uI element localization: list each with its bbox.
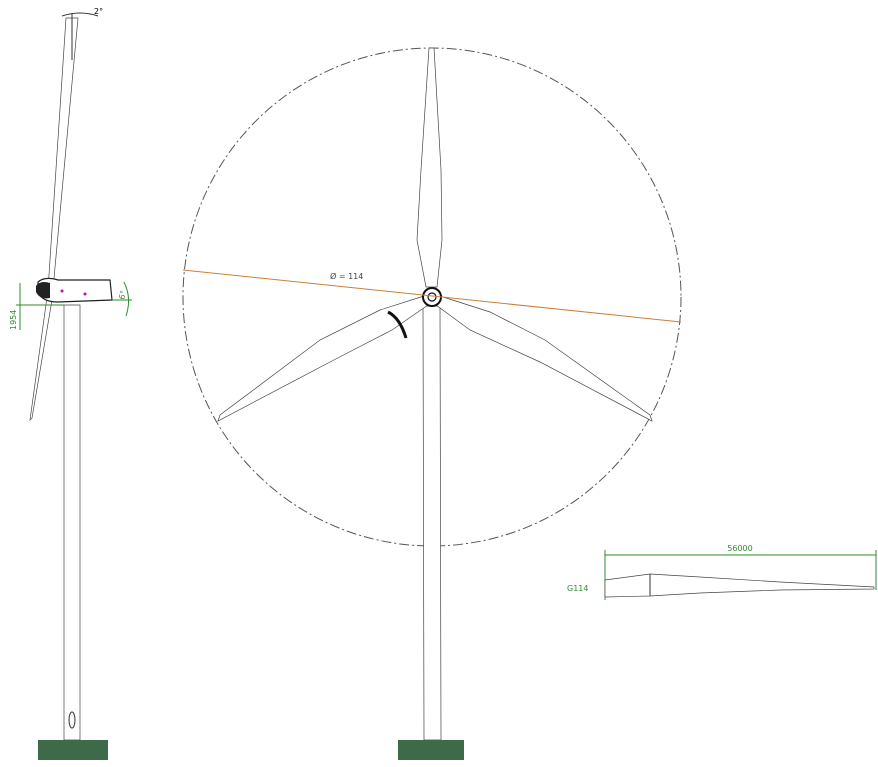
tilt-label: 2° <box>94 7 103 16</box>
blade-right <box>436 296 652 421</box>
spinner <box>36 282 50 298</box>
tower-side <box>64 305 80 740</box>
nacelle-detail <box>61 290 64 293</box>
front-view: Ø = 114 <box>183 48 681 760</box>
diameter-label: Ø = 114 <box>330 271 363 281</box>
foundation-side <box>38 740 108 760</box>
cone-label: 6° <box>117 289 128 300</box>
side-view: 2° 1954 6° <box>9 7 132 760</box>
blade-length-label: 56000 <box>727 544 752 553</box>
foundation-front <box>398 740 464 760</box>
blade-left <box>218 296 428 421</box>
nacelle-detail <box>84 293 87 296</box>
model-label: G114 <box>567 584 588 593</box>
hub-offset-label: 1954 <box>9 310 18 330</box>
blade-view: 56000 G114 <box>567 544 876 600</box>
blade-up <box>417 48 442 287</box>
blade-plan <box>605 574 874 597</box>
drawing: 2° 1954 6° Ø = 114 56000 G114 <box>0 0 878 767</box>
angle-arc <box>62 13 98 16</box>
tower-front <box>423 306 441 740</box>
